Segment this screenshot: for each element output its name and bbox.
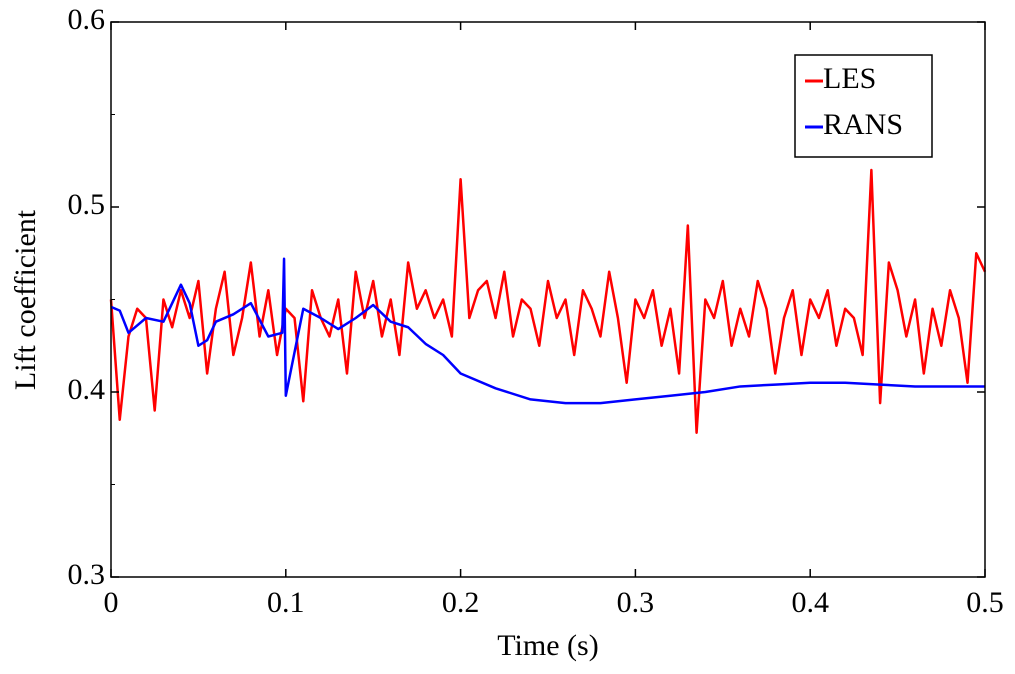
x-tick-label: 0.2 [442,586,480,619]
y-tick-label: 0.5 [68,188,106,221]
legend-label: LES [823,62,876,95]
series-line [109,168,987,434]
y-tick-label: 0.3 [68,558,106,591]
y-tick-label: 0.4 [68,373,106,406]
y-axis-label: Lift coefficient [9,209,42,390]
legend-box [794,54,933,158]
y-tick-label: 0.6 [68,3,106,36]
x-tick-label: 0.5 [966,586,1004,619]
x-tick-label: 0 [104,586,119,619]
x-tick-label: 0.3 [617,586,655,619]
x-tick-label: 0.1 [267,586,305,619]
x-axis-label: Time (s) [497,629,598,662]
series-line [110,257,985,405]
x-tick-label: 0.4 [791,586,829,619]
legend-label: RANS [823,108,903,141]
